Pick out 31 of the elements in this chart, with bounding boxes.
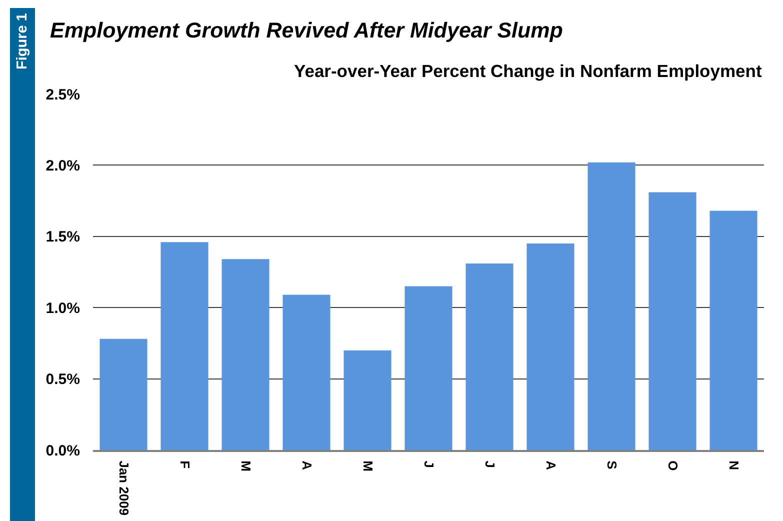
- x-tick-label: A: [543, 460, 558, 471]
- y-tick-label: 1.0%: [46, 300, 80, 317]
- chart-title: Employment Growth Revived After Midyear Slump: [50, 18, 563, 43]
- x-tick-label: M: [238, 460, 254, 472]
- y-tick-label: 0.0%: [46, 442, 80, 460]
- caption: Figure 1: [14, 13, 30, 70]
- x-tick-label: A: [299, 460, 314, 471]
- x-tick-label: Jan 2009: [116, 460, 132, 516]
- bar: [344, 350, 392, 450]
- bar: [466, 263, 514, 450]
- y-tick-label: 1.5%: [46, 228, 80, 246]
- y-tick-label: 2.5%: [46, 86, 80, 104]
- bar: [588, 162, 636, 450]
- bar: [100, 338, 148, 450]
- bar: [282, 294, 330, 450]
- bar: [526, 244, 574, 450]
- x-tick-label: O: [665, 460, 680, 471]
- x-tick-label: F: [177, 460, 192, 469]
- y-tick-label: 2.0%: [46, 157, 80, 174]
- chart-subtitle: Year-over-Year Percent Change in Nonfarm Employment: [294, 61, 762, 81]
- x-tick-label: N: [726, 460, 742, 470]
- y-tick-label: 0.5%: [46, 371, 80, 388]
- x-tick-label: M: [360, 460, 376, 472]
- bar: [222, 259, 270, 450]
- bar: [648, 192, 696, 450]
- x-tick-label: J: [482, 460, 498, 468]
- bar: [710, 210, 758, 450]
- bar: [404, 286, 452, 450]
- x-tick-label: J: [421, 460, 436, 468]
- bar: [160, 242, 208, 450]
- x-tick-label: S: [604, 460, 620, 470]
